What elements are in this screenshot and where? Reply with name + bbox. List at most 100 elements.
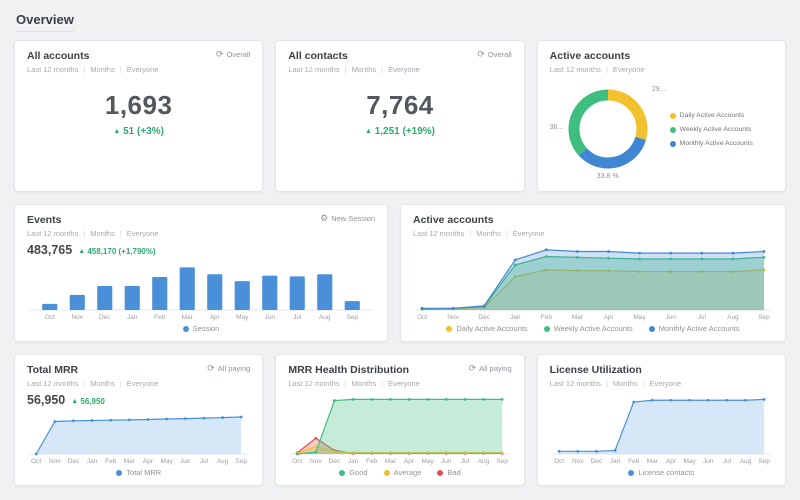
stat-delta-text: 458,170 (+1,790%) <box>87 247 156 256</box>
legend-label: Daily Active Accounts <box>679 112 745 119</box>
svg-text:Jun: Jun <box>703 458 714 465</box>
chart-legend: Good Average Bad <box>288 468 511 477</box>
legend-daily-active[interactable]: Daily Active Accounts <box>446 324 528 333</box>
filter-granularity[interactable]: Months <box>78 379 115 388</box>
card-all-accounts: All accounts Last 12 monthsMonthsEveryon… <box>14 40 264 192</box>
license-utilization-area-chart[interactable]: Oct Nov Dec Jan Feb Mar Apr May Jun Jul Aug Sep <box>550 391 773 465</box>
mrr-health-area-chart[interactable]: Oct Nov Dec Jan Feb Mar Apr May Jun Jul Aug Sep <box>288 391 511 465</box>
filter-audience[interactable]: Everyone <box>115 229 159 238</box>
filter-date-range[interactable]: Last 12 months <box>288 65 340 74</box>
chart-legend: Daily Active Accounts Weekly Active Acco… <box>413 324 773 333</box>
svg-text:Feb: Feb <box>628 458 640 465</box>
legend-daily-active[interactable]: Daily Active Accounts <box>669 112 773 119</box>
card-header: Total MRR Last 12 monthsMonthsEveryone ⟳… <box>27 364 250 389</box>
filter-audience[interactable]: Everyone <box>376 379 420 388</box>
svg-text:Jun: Jun <box>180 458 191 465</box>
new-session-badge[interactable]: ⚙ New Session <box>320 214 375 224</box>
stat-row: 483,765 ▲ 458,170 (+1,790%) <box>27 243 375 257</box>
filter-audience[interactable]: Everyone <box>115 65 159 74</box>
legend-label: Total MRR <box>126 468 162 477</box>
legend-good[interactable]: Good <box>339 468 368 477</box>
filter-granularity[interactable]: Months <box>601 379 638 388</box>
legend-license-contacts[interactable]: License contacts <box>628 468 694 477</box>
stat-value: 7,764 <box>366 90 434 120</box>
stat-value: 483,765 <box>27 243 73 257</box>
all-paying-badge[interactable]: ⟳ All paying <box>207 364 250 374</box>
badge-label: Overall <box>226 50 251 59</box>
svg-text:Dec: Dec <box>329 458 341 465</box>
card-title: Total MRR <box>27 364 79 376</box>
legend-dot <box>628 469 635 476</box>
legend-session[interactable]: Session <box>182 324 219 333</box>
svg-text:Aug: Aug <box>739 458 751 465</box>
filter-audience[interactable]: Everyone <box>601 65 645 74</box>
events-bar-chart[interactable]: Oct Nov Dec Jan Feb Mar Apr May Jun Jul Aug Sep <box>27 260 375 321</box>
active-accounts-area-chart[interactable]: Oct Nov Dec Jan Feb Mar Apr May Jun Jul Aug Sep <box>413 241 773 321</box>
legend-dot <box>116 469 123 476</box>
card-header: Active accounts Last 12 monthsMonthsEver… <box>413 214 773 238</box>
badge-label: New Session <box>331 214 375 223</box>
total-mrr-area-chart[interactable]: Oct Nov Dec Jan Feb Mar Apr May Jun Jul Aug Sep <box>27 410 250 465</box>
svg-text:Jun: Jun <box>665 314 676 321</box>
svg-text:Sep: Sep <box>497 458 509 465</box>
filter-date-range[interactable]: Last 12 months <box>288 379 340 388</box>
refresh-icon: ⟳ <box>216 49 224 59</box>
card-filters: Last 12 monthsMonthsEveryone <box>288 65 419 74</box>
card-filters: Last 12 monthsEveryone <box>550 65 645 74</box>
filter-date-range[interactable]: Last 12 months <box>27 379 79 388</box>
card-title: Events <box>27 214 62 226</box>
svg-text:Feb: Feb <box>154 314 166 321</box>
legend-weekly-active[interactable]: Weekly Active Accounts <box>543 324 633 333</box>
overall-badge[interactable]: ⟳ Overall <box>216 49 251 60</box>
donut-label-daily: 29... <box>652 85 666 93</box>
legend-average[interactable]: Average <box>383 468 421 477</box>
overall-badge[interactable]: ⟳ Overall <box>477 50 511 60</box>
filter-audience[interactable]: Everyone <box>501 229 545 238</box>
filter-granularity[interactable]: Months <box>78 65 115 74</box>
svg-text:Jul: Jul <box>200 458 209 465</box>
filter-date-range[interactable]: Last 12 months <box>549 65 601 74</box>
stat-delta-text: 51 (+3%) <box>123 126 164 137</box>
filter-date-range[interactable]: Last 12 months <box>27 229 79 238</box>
filter-granularity[interactable]: Months <box>78 229 115 238</box>
chart-legend: Session <box>27 324 375 333</box>
filter-granularity[interactable]: Months <box>340 65 377 74</box>
svg-text:May: May <box>236 314 249 321</box>
svg-text:Nov: Nov <box>49 458 61 465</box>
donut-label-monthly: 33.8 % <box>596 172 619 180</box>
legend-monthly-active[interactable]: Monthly Active Accounts <box>648 324 740 333</box>
card-mrr-health: MRR Health Distribution Last 12 monthsMo… <box>275 354 525 486</box>
svg-text:Jul: Jul <box>722 458 731 465</box>
legend-dot <box>669 140 676 147</box>
svg-text:May: May <box>683 458 696 465</box>
legend-weekly-active[interactable]: Weekly Active Accounts <box>669 126 773 133</box>
svg-text:Apr: Apr <box>666 458 677 465</box>
svg-text:Oct: Oct <box>45 314 55 321</box>
stat-block: 7,764 ▲ 1,251 (+19%) <box>288 90 511 137</box>
legend-monthly-active[interactable]: Monthly Active Accounts <box>669 140 773 147</box>
filter-granularity[interactable]: Months <box>464 229 501 238</box>
row-middle: Events Last 12 monthsMonthsEveryone ⚙ Ne… <box>14 204 786 342</box>
svg-text:Sep: Sep <box>346 314 358 321</box>
delta-up-icon: ▲ <box>78 248 86 255</box>
all-paying-badge[interactable]: ⟳ All paying <box>468 363 512 374</box>
svg-text:Apr: Apr <box>603 314 614 321</box>
filter-audience[interactable]: Everyone <box>376 65 420 74</box>
filter-audience[interactable]: Everyone <box>638 379 682 388</box>
legend-dot <box>182 325 189 332</box>
legend-total-mrr[interactable]: Total MRR <box>116 468 161 477</box>
card-title: Active accounts <box>413 214 494 226</box>
svg-text:Jul: Jul <box>698 314 707 321</box>
filter-audience[interactable]: Everyone <box>115 379 159 388</box>
active-accounts-donut-chart[interactable] <box>568 89 648 169</box>
filter-date-range[interactable]: Last 12 months <box>413 229 465 238</box>
donut-label-weekly: 36... <box>549 123 564 131</box>
refresh-icon: ⟳ <box>468 363 477 373</box>
svg-text:Nov: Nov <box>71 314 83 321</box>
legend-bad[interactable]: Bad <box>437 468 461 477</box>
page-title: Overview <box>16 12 74 32</box>
legend-dot <box>339 469 346 476</box>
filter-granularity[interactable]: Months <box>340 379 377 388</box>
filter-date-range[interactable]: Last 12 months <box>549 379 601 388</box>
filter-date-range[interactable]: Last 12 months <box>27 65 79 74</box>
